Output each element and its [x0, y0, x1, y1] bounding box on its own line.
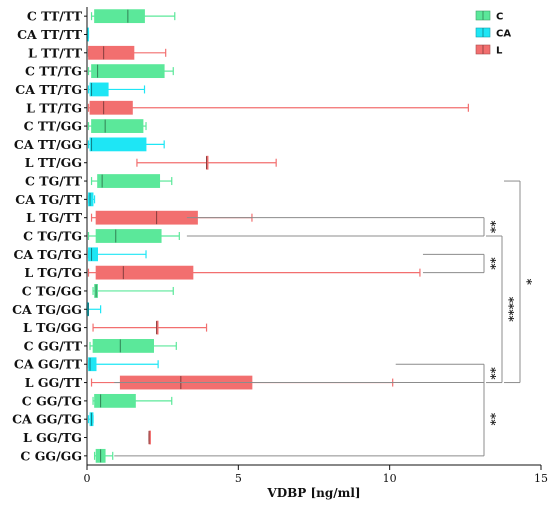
- category-label: CA GG/TT: [14, 357, 83, 372]
- category-label: C TG/GG: [22, 283, 82, 298]
- box-c-gg-tt: [89, 339, 177, 353]
- box-iqr: [89, 137, 147, 152]
- significance-label: **: [484, 367, 498, 380]
- significance-bracket: **: [186, 217, 498, 237]
- box-iqr: [97, 174, 161, 188]
- legend-label: CA: [496, 29, 511, 40]
- category-label: C TT/GG: [24, 119, 82, 134]
- box-c-gg-gg: [93, 448, 114, 463]
- box-iqr: [91, 64, 165, 79]
- box-iqr: [89, 82, 109, 97]
- box-iqr: [88, 357, 97, 372]
- box-l-tg-gg: [92, 320, 208, 335]
- significance-bracket: **: [395, 363, 498, 384]
- legend: C CA L: [475, 10, 511, 57]
- category-label: L TG/TG: [24, 265, 82, 280]
- category-label: L TT/TT: [28, 45, 83, 60]
- significance-layer: *************: [114, 180, 534, 457]
- box-c-tg-gg: [92, 284, 174, 298]
- box-iqr: [89, 100, 133, 115]
- category-label: CA GG/TG: [12, 412, 82, 427]
- x-tick-label: 10: [383, 472, 397, 485]
- significance-bracket: *: [504, 180, 534, 384]
- box-c-gg-tg: [92, 393, 173, 408]
- box-c-tt-gg: [87, 119, 147, 133]
- box-c-tt-tt: [90, 9, 176, 24]
- box-ca-gg-tg: [87, 412, 94, 427]
- significance-label: ****: [502, 297, 516, 323]
- box-l-tt-tg: [87, 100, 469, 115]
- box-ca-tt-tg: [87, 82, 146, 97]
- box-l-tt-tt: [87, 45, 167, 60]
- category-label: CA TT/TG: [15, 82, 82, 97]
- significance-label: **: [484, 257, 498, 270]
- category-label: C TG/TG: [23, 229, 82, 244]
- box-iqr: [92, 339, 154, 353]
- category-label: C TT/TG: [25, 64, 82, 79]
- significance-bracket: **: [114, 382, 498, 457]
- significance-label: **: [484, 413, 498, 426]
- category-label: C GG/TG: [22, 393, 82, 408]
- legend-item-c: C: [475, 10, 503, 23]
- box-iqr: [95, 229, 162, 243]
- category-label: L TG/TT: [26, 210, 83, 225]
- significance-label: **: [484, 221, 498, 234]
- significance-label: *: [520, 279, 534, 286]
- category-label: L GG/TG: [23, 430, 82, 445]
- box-l-gg-tg: [148, 430, 151, 445]
- box-ca-gg-tt: [87, 357, 159, 372]
- category-label: L TT/TG: [26, 100, 82, 115]
- category-label: C GG/GG: [20, 448, 82, 463]
- category-label: C GG/TT: [24, 338, 83, 353]
- box-iqr: [88, 45, 135, 60]
- box-iqr: [94, 9, 145, 24]
- category-label: CA TG/TT: [15, 192, 82, 207]
- category-label: C TG/TT: [25, 174, 83, 189]
- box-iqr: [88, 192, 94, 207]
- x-tick-label: 0: [84, 472, 91, 485]
- box-c-tg-tt: [90, 174, 173, 188]
- box-ca-tt-gg: [87, 137, 165, 152]
- legend-item-ca: CA: [475, 27, 511, 40]
- legend-label: L: [496, 46, 503, 57]
- category-label: C TT/TT: [27, 9, 83, 24]
- box-l-tg-tg: [87, 265, 421, 280]
- box-c-tt-tg: [87, 64, 174, 79]
- significance-bracket: **: [422, 253, 498, 274]
- legend-label: C: [496, 12, 503, 23]
- box-ca-tg-tg: [87, 247, 147, 262]
- box-iqr: [95, 210, 198, 225]
- category-label: L GG/TT: [25, 375, 83, 390]
- category-label: L TT/GG: [25, 155, 82, 170]
- axes-layer: C TT/TT CA TT/TT L TT/TT C TT/TG CA TT/TG L T…: [12, 7, 548, 485]
- box-ca-tg-tt: [87, 192, 96, 207]
- category-label: L TG/GG: [23, 320, 82, 335]
- x-axis-title: VDBP [ng/ml]: [266, 486, 360, 500]
- box-iqr: [88, 247, 98, 262]
- significance-bracket: ** **: [486, 235, 516, 384]
- box-c-tg-tg: [87, 229, 180, 243]
- box-iqr: [91, 119, 144, 133]
- legend-item-l: L: [475, 44, 503, 57]
- box-l-tt-gg: [136, 155, 277, 170]
- x-tick-label: 15: [534, 472, 548, 485]
- category-label: CA TT/GG: [14, 137, 82, 152]
- x-tick-label: 5: [235, 472, 242, 485]
- box-ca-tg-gg: [86, 302, 102, 317]
- category-label: CA TG/TG: [13, 247, 82, 262]
- box-iqr: [94, 393, 136, 408]
- category-label: CA TT/TT: [17, 27, 83, 42]
- box-iqr: [95, 265, 194, 280]
- category-label: CA TG/GG: [12, 302, 82, 317]
